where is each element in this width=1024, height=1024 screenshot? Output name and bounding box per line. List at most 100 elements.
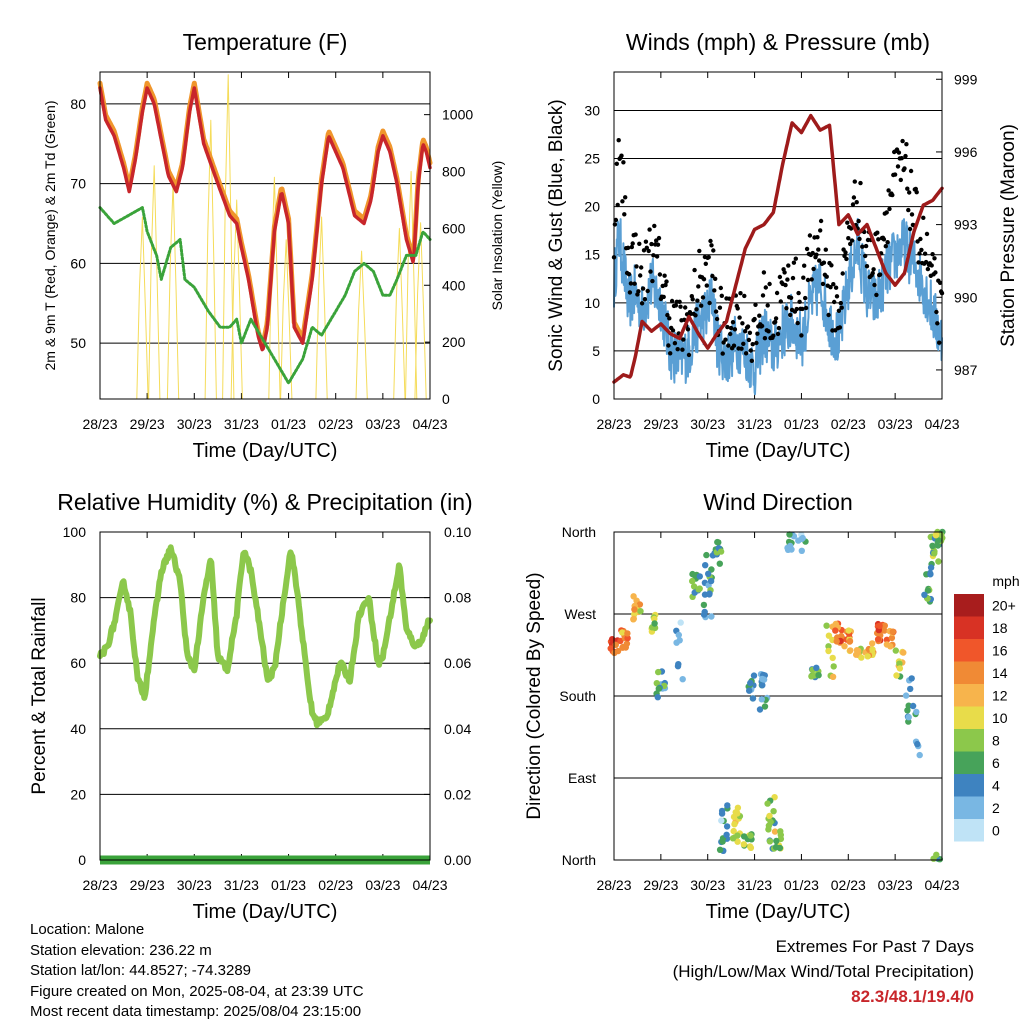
temperature-ytick-right-label: 200 <box>442 334 466 350</box>
solar-insolation-trace <box>280 239 293 400</box>
direction-point <box>825 643 832 650</box>
gust-point <box>907 226 913 232</box>
gust-point <box>887 206 892 212</box>
gust-point <box>638 273 643 278</box>
gust-point <box>785 277 790 282</box>
gust-point <box>799 333 804 338</box>
gust-point <box>719 293 724 298</box>
gust-point <box>857 236 862 242</box>
direction-point <box>921 591 928 598</box>
gust-point <box>875 230 880 235</box>
extremes-values: 82.3/48.1/19.4/0 <box>851 987 974 1006</box>
direction-point <box>902 692 910 699</box>
gust-point <box>846 236 851 241</box>
colorbar-label: 18 <box>992 620 1008 636</box>
direction-point <box>770 808 777 815</box>
humidity-ytick-right-label: 0.00 <box>444 852 471 868</box>
gust-point <box>746 337 752 343</box>
gust-point <box>863 243 869 249</box>
wind_direction-xlabel: Time (Day/UTC) <box>706 901 851 923</box>
gust-point <box>786 263 791 268</box>
direction-point <box>932 532 940 539</box>
direction-point <box>829 673 837 680</box>
colorbar-swatch <box>954 616 984 639</box>
direction-point <box>813 664 820 671</box>
gust-point <box>726 343 731 348</box>
direction-point <box>729 835 737 842</box>
gust-point <box>690 297 695 302</box>
direction-point <box>798 547 805 554</box>
gust-point <box>759 323 765 329</box>
direction-point <box>716 846 724 853</box>
humidity-xtick-label: 31/23 <box>224 877 259 893</box>
gust-point <box>817 258 822 263</box>
direction-point <box>846 637 854 645</box>
humidity-xlabel: Time (Day/UTC) <box>193 901 338 923</box>
direction-ytick-label: North <box>562 524 596 540</box>
gust-point <box>858 180 863 186</box>
humidity-ytick-label: 80 <box>70 590 86 606</box>
gust-point <box>670 328 676 333</box>
gust-point <box>898 177 903 183</box>
direction-point <box>927 571 934 578</box>
direction-point <box>723 831 730 838</box>
gust-point <box>856 218 861 224</box>
gust-point <box>905 186 910 191</box>
direction-point <box>740 841 747 848</box>
direction-point <box>869 646 876 653</box>
gust-point <box>935 321 940 326</box>
direction-point <box>653 680 660 687</box>
temperature-xtick-label: 04/23 <box>412 416 447 432</box>
gust-point <box>788 312 793 318</box>
direction-point <box>829 654 836 662</box>
colorbar-title: mph <box>992 573 1019 589</box>
winds-ytick-label: 10 <box>584 295 600 311</box>
winds-xtick-label: 02/23 <box>831 416 866 432</box>
direction-point <box>700 601 708 609</box>
gust-point <box>932 256 937 261</box>
gust-point <box>762 336 768 341</box>
gust-point <box>656 235 662 241</box>
gust-point <box>629 244 634 250</box>
winds-ylabel-right: Station Pressure (Maroon) <box>998 124 1019 347</box>
direction-point <box>908 675 915 682</box>
winds-ytick-label: 25 <box>584 151 600 167</box>
temperature-xlabel: Time (Day/UTC) <box>193 440 338 462</box>
direction-point <box>825 632 833 639</box>
gust-point <box>613 217 619 223</box>
gust-point <box>795 320 800 326</box>
gust-point <box>824 274 829 279</box>
direction-point <box>746 687 753 694</box>
direction-point <box>892 647 899 654</box>
gust-point <box>771 333 776 338</box>
direction-point <box>655 685 662 692</box>
direction-point <box>787 542 794 550</box>
gust-point <box>749 358 754 363</box>
colorbar-swatch <box>954 751 984 774</box>
humidity-ytick-right-label: 0.02 <box>444 786 471 802</box>
direction-point <box>631 606 638 613</box>
direction-point <box>716 560 723 567</box>
direction-point <box>637 608 644 615</box>
colorbar-label: 4 <box>992 777 1000 793</box>
gust-point <box>728 325 734 331</box>
colorbar-label: 20+ <box>992 597 1016 613</box>
direction-point <box>889 628 896 635</box>
gust-point <box>778 299 783 304</box>
direction-point <box>938 532 945 539</box>
gust-point <box>667 316 672 321</box>
gust-point <box>643 239 649 244</box>
direction-ytick-label: South <box>559 688 596 704</box>
gust-point <box>837 325 843 330</box>
direction-point <box>624 630 631 637</box>
winds-ytick-right-label: 987 <box>954 362 978 378</box>
direction-point <box>881 627 888 634</box>
gust-point <box>863 253 868 259</box>
gust-point <box>815 235 820 240</box>
direction-point <box>933 851 940 858</box>
winds-ytick-label: 0 <box>592 391 600 407</box>
direction-point <box>673 639 680 646</box>
recent-timestamp: Most recent data timestamp: 2025/08/04 2… <box>30 1003 362 1020</box>
direction-point <box>931 550 938 557</box>
gust-point <box>843 250 848 255</box>
